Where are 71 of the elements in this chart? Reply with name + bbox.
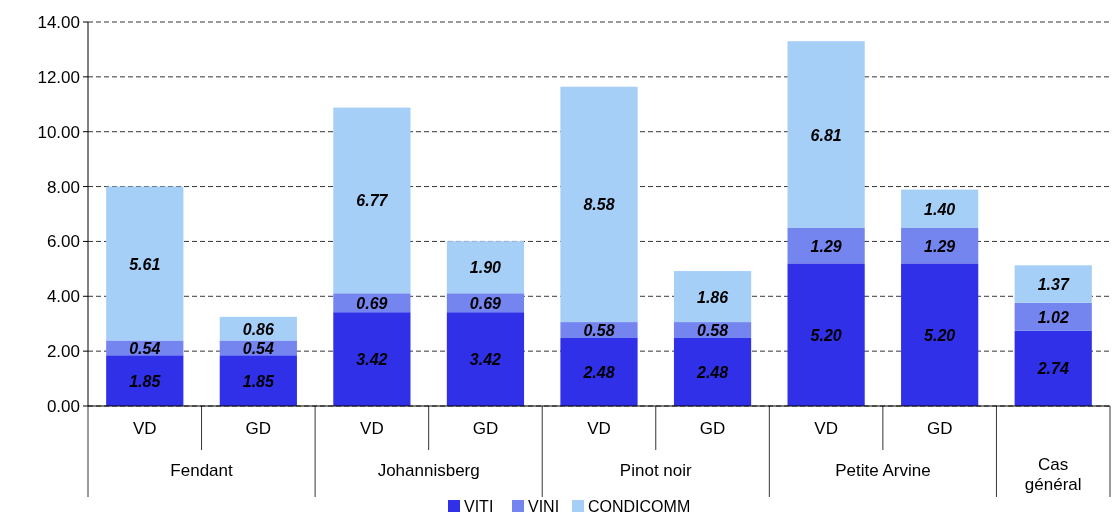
data-label: 0.86 <box>242 320 275 338</box>
data-label: 0.58 <box>583 322 615 340</box>
data-label: 6.81 <box>810 126 842 144</box>
bar <box>446 241 525 294</box>
data-label: 8.58 <box>583 196 615 214</box>
bar <box>1014 330 1092 406</box>
text: Johannisberg <box>377 461 480 480</box>
text: Pinot noir <box>619 461 693 480</box>
data-label: 5.61 <box>129 255 161 273</box>
data-label: 1.85 <box>242 372 276 390</box>
bar <box>673 271 752 323</box>
x-tick-label: VD <box>360 419 384 438</box>
bar <box>787 227 865 264</box>
bar <box>333 312 411 406</box>
legend-label: VINI <box>528 498 560 515</box>
bar <box>787 41 865 228</box>
bar <box>446 312 525 406</box>
bar <box>1014 302 1092 331</box>
data-label: 0.54 <box>129 339 161 357</box>
data-label: 1.90 <box>469 259 502 277</box>
bar <box>219 355 297 406</box>
bar <box>673 337 752 406</box>
text: Cas général <box>1024 455 1082 494</box>
y-tick-label: 0.00 <box>46 397 80 416</box>
x-tick-label: GD <box>699 419 726 438</box>
legend-label: VITI <box>464 498 494 515</box>
y-tick-label: 14.00 <box>37 13 80 32</box>
bar <box>1014 265 1092 303</box>
text: Fendant <box>170 461 234 480</box>
data-label: 1.02 <box>1037 308 1069 326</box>
y-tick-label: 12.00 <box>37 67 80 87</box>
y-tick-label: 8.00 <box>46 177 80 197</box>
x-tick-label: GD <box>472 419 499 438</box>
data-label: 1.29 <box>924 237 956 255</box>
bar <box>106 186 184 341</box>
bar <box>106 355 184 406</box>
y-tick-label: 2.00 <box>46 342 80 362</box>
data-label: 1.40 <box>924 200 956 218</box>
x-tick-label: VD <box>587 419 611 438</box>
legend-label: CONDICOMM <box>588 498 691 515</box>
x-tick-label: VD <box>132 419 157 438</box>
x-tick-label: GD <box>926 419 953 438</box>
y-tick-label: 10.00 <box>37 122 80 142</box>
data-label: 3.42 <box>356 351 388 369</box>
bar <box>901 263 979 406</box>
data-label: 2.48 <box>582 363 615 381</box>
data-label: 5.20 <box>810 326 842 344</box>
data-label: 6.77 <box>356 192 389 210</box>
bar <box>560 86 638 323</box>
data-label: 1.85 <box>129 372 162 390</box>
data-label: 2.74 <box>1036 360 1069 378</box>
text: Petite Arvine <box>835 461 931 480</box>
data-label: 0.69 <box>356 294 388 312</box>
data-label: 0.58 <box>696 322 729 340</box>
x-tick-label: GD <box>245 419 272 438</box>
bar <box>787 263 865 406</box>
bar <box>560 337 638 406</box>
y-tick-label: 4.00 <box>46 287 80 307</box>
data-label: 0.54 <box>242 339 275 357</box>
data-label: 5.20 <box>924 326 956 344</box>
bar <box>901 189 979 228</box>
bar <box>333 107 411 294</box>
data-label: 0.69 <box>469 294 502 312</box>
data-label: 1.37 <box>1037 276 1070 294</box>
data-label: 1.86 <box>696 288 729 306</box>
data-label: 3.42 <box>469 351 502 369</box>
x-tick-label: VD <box>814 419 838 438</box>
bar <box>901 227 979 264</box>
y-tick-label: 6.00 <box>46 232 80 252</box>
data-label: 2.48 <box>695 363 729 381</box>
data-label: 1.29 <box>810 237 842 255</box>
